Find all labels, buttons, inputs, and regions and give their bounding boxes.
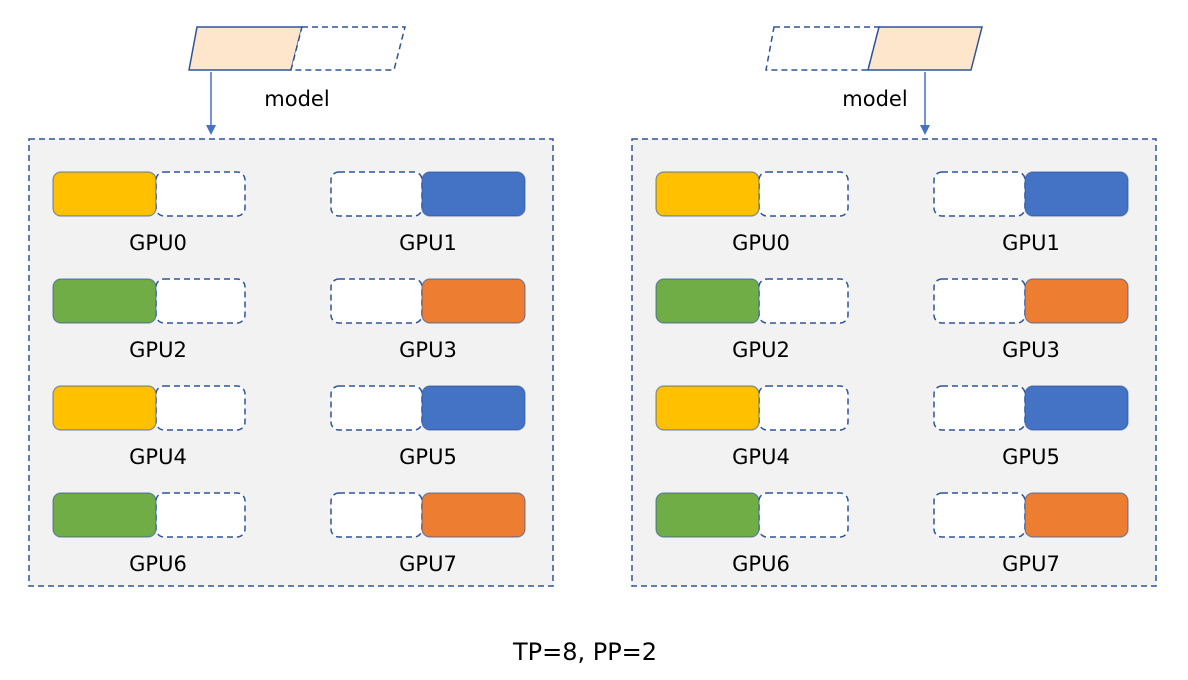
panel-0: model GPU0 GPU1 GPU2 GPU3 GPU4 GPU5 GPU6 GPU7	[28, 26, 554, 587]
caption: TP=8, PP=2	[512, 638, 657, 666]
gpu-model-shard	[655, 171, 760, 217]
gpu-label: GPU2	[732, 338, 790, 362]
gpu-empty-slot	[330, 492, 423, 538]
model-shard-right	[290, 26, 406, 71]
gpu-gpu0: GPU0	[655, 171, 849, 255]
gpu-label: GPU3	[399, 338, 457, 362]
gpu-empty-slot	[330, 385, 423, 431]
gpu-model-shard	[1024, 278, 1129, 324]
gpu-label: GPU3	[1002, 338, 1060, 362]
gpu-gpu2: GPU2	[655, 278, 849, 362]
gpu-model-shard	[421, 171, 526, 217]
gpu-gpu7: GPU7	[330, 492, 526, 576]
gpu-gpu4: GPU4	[52, 385, 246, 469]
gpu-label: GPU4	[129, 445, 187, 469]
gpu-empty-slot	[933, 278, 1026, 324]
gpu-model-shard	[1024, 171, 1129, 217]
gpu-empty-slot	[758, 278, 849, 324]
model-label: model	[842, 87, 907, 111]
gpu-empty-slot	[155, 385, 246, 431]
gpu-model-shard	[655, 385, 760, 431]
gpu-label: GPU7	[1002, 552, 1060, 576]
gpu-model-shard	[1024, 492, 1129, 538]
gpu-gpu3: GPU3	[933, 278, 1129, 362]
gpu-gpu4: GPU4	[655, 385, 849, 469]
gpu-gpu1: GPU1	[933, 171, 1129, 255]
gpu-gpu7: GPU7	[933, 492, 1129, 576]
gpu-gpu1: GPU1	[330, 171, 526, 255]
gpu-empty-slot	[155, 171, 246, 217]
model-shard-right	[867, 26, 983, 71]
gpu-empty-slot	[155, 278, 246, 324]
gpu-empty-slot	[155, 492, 246, 538]
gpu-label: GPU2	[129, 338, 187, 362]
gpu-gpu6: GPU6	[655, 492, 849, 576]
gpu-label: GPU1	[399, 231, 457, 255]
gpu-label: GPU1	[1002, 231, 1060, 255]
gpu-model-shard	[1024, 385, 1129, 431]
gpu-model-shard	[421, 492, 526, 538]
gpu-gpu2: GPU2	[52, 278, 246, 362]
gpu-model-shard	[655, 278, 760, 324]
gpu-label: GPU0	[732, 231, 790, 255]
gpu-gpu3: GPU3	[330, 278, 526, 362]
gpu-label: GPU6	[732, 552, 790, 576]
gpu-model-shard	[655, 492, 760, 538]
gpu-model-shard	[52, 278, 157, 324]
gpu-gpu5: GPU5	[330, 385, 526, 469]
gpu-model-shard	[52, 492, 157, 538]
gpu-label: GPU6	[129, 552, 187, 576]
gpu-label: GPU5	[1002, 445, 1060, 469]
model-shard-left	[188, 26, 303, 71]
model-shard-left	[765, 26, 880, 71]
gpu-empty-slot	[758, 492, 849, 538]
gpu-model-shard	[421, 385, 526, 431]
gpu-model-shard	[52, 171, 157, 217]
gpu-label: GPU5	[399, 445, 457, 469]
gpu-model-shard	[421, 278, 526, 324]
gpu-empty-slot	[758, 385, 849, 431]
gpu-empty-slot	[933, 385, 1026, 431]
gpu-empty-slot	[933, 171, 1026, 217]
gpu-gpu0: GPU0	[52, 171, 246, 255]
gpu-empty-slot	[758, 171, 849, 217]
gpu-gpu6: GPU6	[52, 492, 246, 576]
gpu-model-shard	[52, 385, 157, 431]
gpu-empty-slot	[330, 171, 423, 217]
panel-1: model GPU0 GPU1 GPU2 GPU3 GPU4 GPU5 GPU6 GPU7	[631, 26, 1157, 587]
model-label: model	[264, 87, 329, 111]
gpu-gpu5: GPU5	[933, 385, 1129, 469]
gpu-label: GPU0	[129, 231, 187, 255]
gpu-label: GPU7	[399, 552, 457, 576]
gpu-label: GPU4	[732, 445, 790, 469]
gpu-empty-slot	[933, 492, 1026, 538]
gpu-empty-slot	[330, 278, 423, 324]
